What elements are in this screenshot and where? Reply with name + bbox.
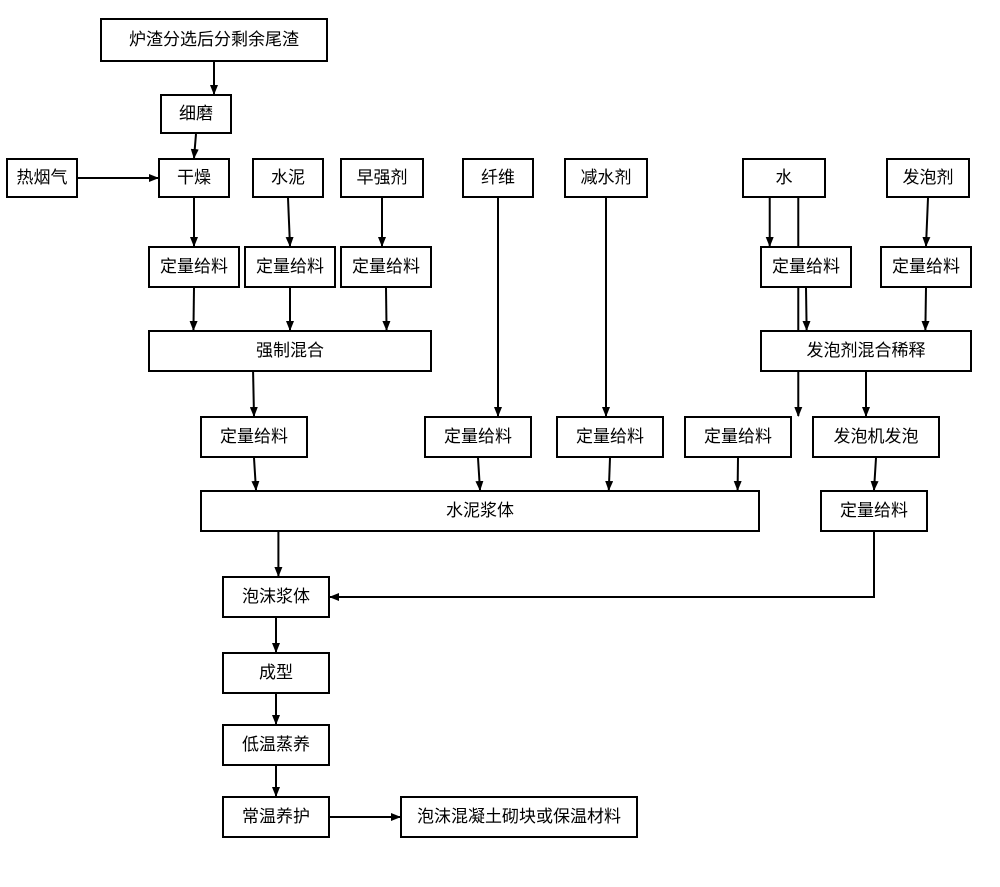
flow-node-n8: 减水剂 (564, 158, 648, 198)
edge-n16-n18 (253, 372, 254, 416)
flow-node-n13: 定量给料 (340, 246, 432, 288)
flow-node-n16: 强制混合 (148, 330, 432, 372)
flow-node-n14: 定量给料 (760, 246, 852, 288)
flow-node-n29: 泡沫混凝土砌块或保温材料 (400, 796, 638, 838)
edge-n20-n23 (609, 458, 610, 490)
flow-node-n25: 泡沫浆体 (222, 576, 330, 618)
flow-node-n7: 纤维 (462, 158, 534, 198)
flow-node-n1: 炉渣分选后分剩余尾渣 (100, 18, 328, 62)
flow-node-n5: 水泥 (252, 158, 324, 198)
flow-node-n28: 常温养护 (222, 796, 330, 838)
flow-node-n21: 定量给料 (684, 416, 792, 458)
flow-node-n23: 水泥浆体 (200, 490, 760, 532)
flowchart-canvas: 炉渣分选后分剩余尾渣细磨热烟气干燥水泥早强剂纤维减水剂水发泡剂定量给料定量给料定… (0, 0, 1000, 887)
edge-n19-n23 (478, 458, 480, 490)
flow-node-n24: 定量给料 (820, 490, 928, 532)
flow-node-n6: 早强剂 (340, 158, 424, 198)
edge-n24-n25 (330, 532, 874, 597)
edge-n5-n12 (288, 198, 290, 246)
edge-n22-n24 (874, 458, 876, 490)
flow-node-n4: 干燥 (158, 158, 230, 198)
edge-n11-n16 (193, 288, 194, 330)
flow-node-n10: 发泡剂 (886, 158, 970, 198)
flow-node-n9: 水 (742, 158, 826, 198)
flow-node-n15: 定量给料 (880, 246, 972, 288)
edge-n15-n17 (925, 288, 926, 330)
flow-node-n12: 定量给料 (244, 246, 336, 288)
edge-n18-n23 (254, 458, 256, 490)
edge-n13-n16 (386, 288, 387, 330)
flow-node-n2: 细磨 (160, 94, 232, 134)
edge-n2-n4 (194, 134, 196, 158)
flow-node-n18: 定量给料 (200, 416, 308, 458)
edge-n10-n15 (926, 198, 928, 246)
flow-node-n26: 成型 (222, 652, 330, 694)
flow-node-n11: 定量给料 (148, 246, 240, 288)
flow-node-n19: 定量给料 (424, 416, 532, 458)
flow-node-n3: 热烟气 (6, 158, 78, 198)
flow-node-n22: 发泡机发泡 (812, 416, 940, 458)
flow-node-n17: 发泡剂混合稀释 (760, 330, 972, 372)
flow-node-n20: 定量给料 (556, 416, 664, 458)
flow-node-n27: 低温蒸养 (222, 724, 330, 766)
edge-n14-n17 (806, 288, 807, 330)
